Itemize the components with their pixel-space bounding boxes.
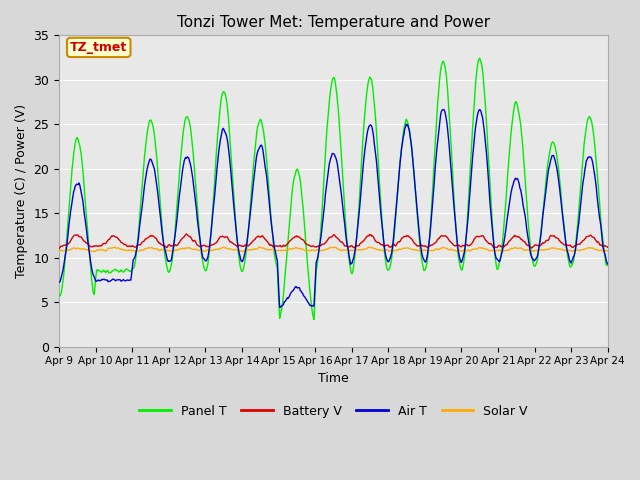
Title: Tonzi Tower Met: Temperature and Power: Tonzi Tower Met: Temperature and Power — [177, 15, 490, 30]
Text: TZ_tmet: TZ_tmet — [70, 41, 127, 54]
Legend: Panel T, Battery V, Air T, Solar V: Panel T, Battery V, Air T, Solar V — [134, 400, 532, 423]
Y-axis label: Temperature (C) / Power (V): Temperature (C) / Power (V) — [15, 104, 28, 278]
X-axis label: Time: Time — [318, 372, 349, 385]
